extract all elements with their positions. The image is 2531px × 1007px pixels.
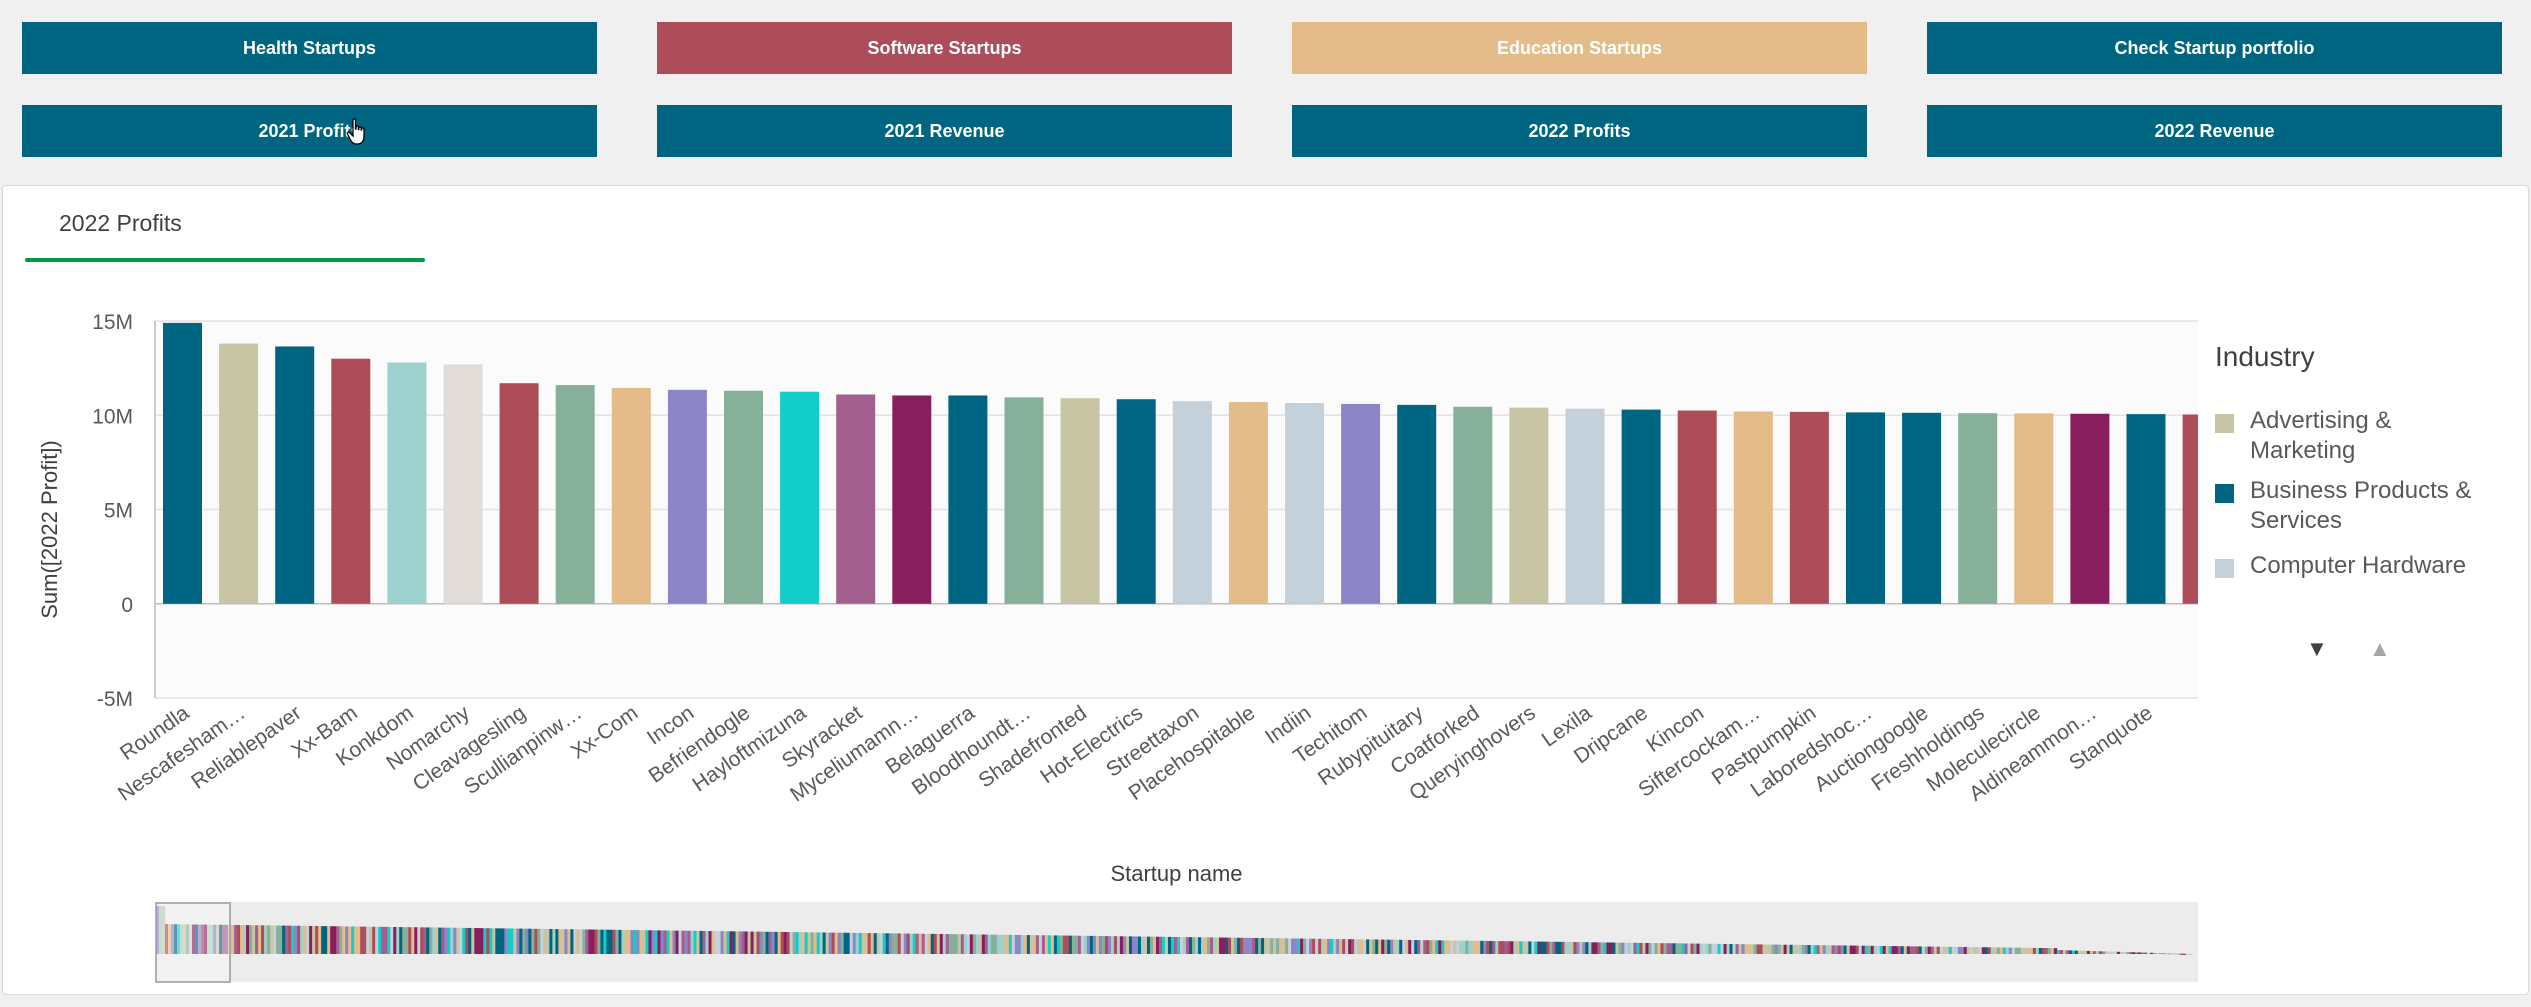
bar: [499, 383, 539, 604]
2022-revenue-button[interactable]: 2022 Revenue: [1927, 105, 2502, 157]
legend-swatch: [2215, 414, 2234, 433]
mini-chart-selection-handle[interactable]: [155, 902, 231, 983]
bar: [1172, 401, 1212, 604]
bars-group: [163, 322, 2198, 604]
bar: [2126, 414, 2166, 604]
bar: [443, 364, 483, 604]
bar: [219, 343, 259, 604]
bar: [948, 395, 988, 604]
bar: [1958, 413, 1998, 604]
bar: [1397, 404, 1437, 604]
legend-label: Computer Hardware: [2250, 552, 2467, 579]
check-startup-portfolio-button[interactable]: Check Startup portfolio: [1927, 22, 2502, 74]
y-tick-label: 15M: [92, 311, 133, 334]
bar: [1677, 410, 1717, 604]
health-startups-button[interactable]: Health Startups: [22, 22, 597, 74]
bar: [2182, 414, 2198, 604]
y-axis-title: Sum([2022 Profit]): [37, 440, 62, 619]
legend-item-computer-hardware[interactable]: Computer Hardware: [2215, 551, 2490, 581]
bar: [611, 387, 651, 604]
bar: [780, 391, 820, 604]
bar: [1060, 398, 1100, 604]
2021-profits-button[interactable]: 2021 Profits: [22, 105, 597, 157]
bar: [1453, 406, 1493, 604]
legend-title: Industry: [2215, 341, 2315, 372]
x-axis-title: Startup name: [1110, 861, 1242, 886]
bar: [555, 385, 595, 604]
bar: [1789, 411, 1829, 604]
y-tick-label: 5M: [104, 500, 133, 523]
bar: [1509, 407, 1549, 604]
bar: [331, 358, 371, 604]
bar: [1902, 412, 1942, 604]
bar: [1285, 402, 1324, 604]
bar: [1228, 402, 1268, 604]
bar: [387, 362, 427, 604]
chart-panel: 2022 Profits 15M 10M 5M 0 -5M Sum([2022 Profi…: [2, 185, 2529, 995]
legend-swatch: [2215, 484, 2234, 503]
tab-2022-profits[interactable]: 2022 Profits: [59, 210, 182, 236]
legend-swatch: [2215, 559, 2234, 578]
y-tick-label: -5M: [97, 688, 133, 711]
bar: [2070, 413, 2110, 604]
education-startups-button[interactable]: Education Startups: [1292, 22, 1867, 74]
bar: [836, 394, 876, 604]
bar: [724, 390, 763, 604]
legend-item-advertising-marketing[interactable]: Advertising & Marketing: [2215, 406, 2490, 466]
2021-revenue-button[interactable]: 2021 Revenue: [657, 105, 1232, 157]
y-tick-label: 0: [121, 594, 133, 617]
y-tick-label: 10M: [92, 405, 133, 428]
bar: [667, 389, 707, 604]
bar: [1565, 408, 1605, 604]
active-tab-indicator: [25, 258, 425, 262]
bar: [1004, 397, 1044, 604]
bar: [275, 346, 315, 604]
software-startups-button[interactable]: Software Startups: [657, 22, 1232, 74]
bar: [1733, 411, 1773, 604]
legend-scroll-up-button[interactable]: ▲: [2369, 636, 2391, 661]
legend-label: Advertising & Marketing: [2250, 407, 2392, 464]
bar: [892, 395, 932, 604]
bar: [1621, 409, 1661, 604]
legend-item-business-products-services[interactable]: Business Products & Services: [2215, 476, 2490, 536]
bar: [2014, 413, 2054, 604]
hand-cursor-icon: [346, 118, 365, 145]
bar: [1341, 403, 1381, 604]
bar: [1846, 412, 1885, 604]
bar: [163, 322, 202, 604]
bar: [1116, 399, 1156, 604]
legend-scroll-down-button[interactable]: ▼: [2306, 636, 2328, 661]
legend-label: Business Products & Services: [2250, 477, 2472, 534]
2022-profits-button[interactable]: 2022 Profits: [1292, 105, 1867, 157]
mini-chart-bars: [156, 906, 2199, 955]
